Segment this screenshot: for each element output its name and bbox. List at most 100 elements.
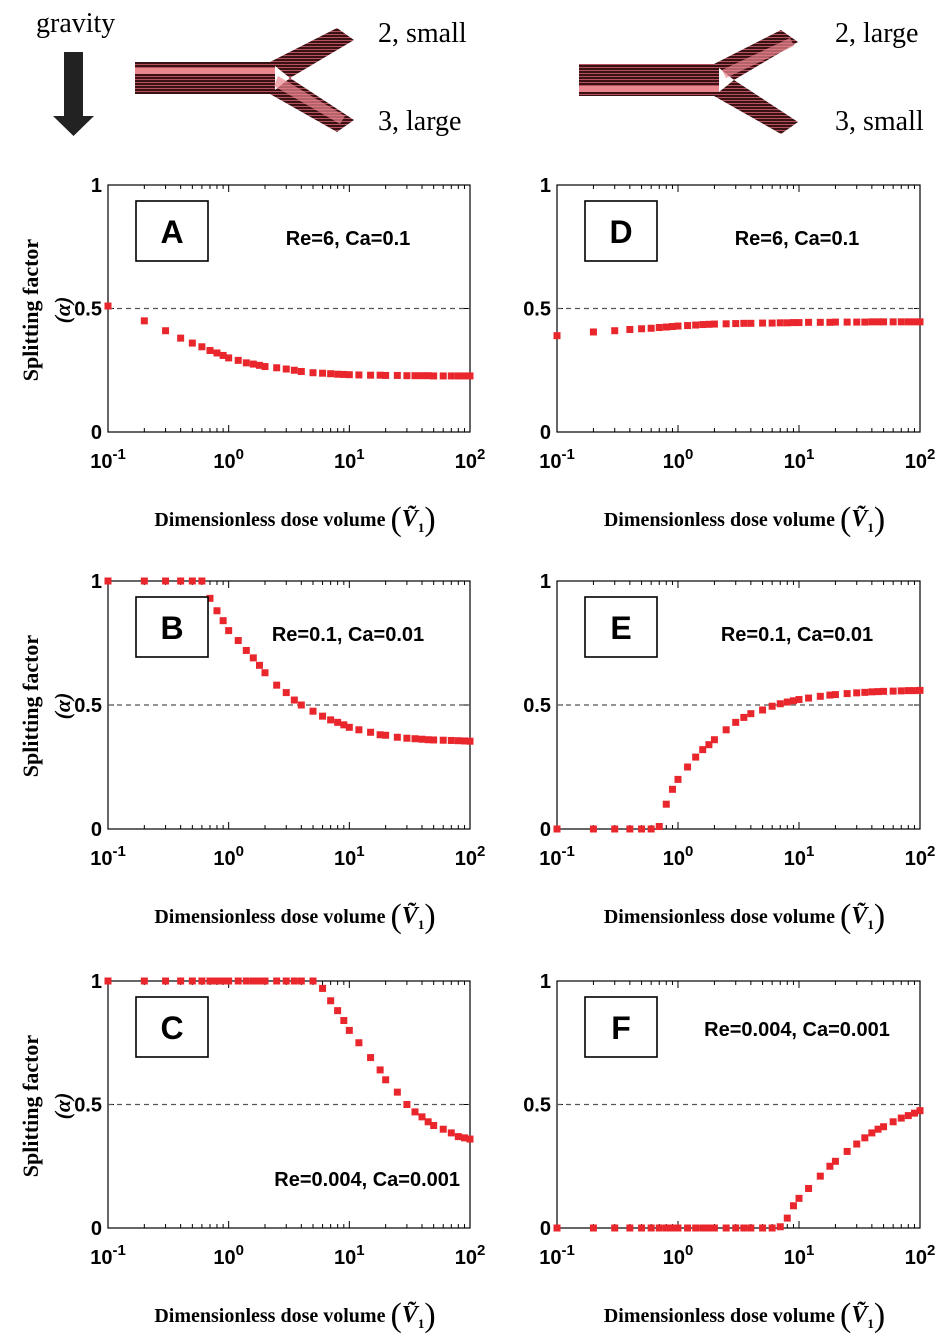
data-point — [355, 371, 363, 379]
ylabel-line2: (α) — [50, 693, 75, 720]
data-point — [674, 1224, 682, 1232]
y-tick-label: 0.5 — [523, 1095, 551, 1117]
data-point — [418, 372, 426, 380]
data-point — [831, 1157, 839, 1165]
data-point — [234, 977, 242, 985]
data-point — [460, 1134, 468, 1142]
data-point — [795, 1194, 803, 1202]
data-point — [104, 977, 112, 985]
data-point — [454, 1133, 462, 1141]
data-point — [297, 367, 305, 375]
data-point — [916, 686, 924, 694]
data-point — [647, 1224, 655, 1232]
data-point — [722, 726, 730, 734]
data-point — [874, 318, 882, 326]
data-point — [861, 688, 869, 696]
gravity-label: gravity — [36, 8, 115, 39]
data-point — [692, 321, 700, 329]
data-point — [705, 741, 713, 749]
data-point — [447, 736, 455, 744]
data-point — [382, 1076, 390, 1084]
x-tick-label: 10-1 — [539, 446, 575, 473]
y-tick-label: 1 — [540, 971, 551, 993]
annotation-text: Re=6, Ca=0.1 — [735, 228, 860, 250]
ylabel-line1: Splitting factor — [18, 1035, 43, 1178]
data-point — [684, 1224, 692, 1232]
data-point — [198, 977, 206, 985]
data-point — [759, 319, 767, 327]
data-point — [868, 688, 876, 696]
data-point — [638, 825, 646, 833]
annotation-text: Re=0.1, Ca=0.01 — [272, 624, 424, 646]
data-point — [249, 977, 257, 985]
data-point — [261, 977, 269, 985]
data-point — [382, 731, 390, 739]
y-tick-label: 0 — [91, 422, 102, 444]
data-point — [589, 825, 597, 833]
left-branch3-label: 3, large — [378, 106, 461, 137]
data-point — [759, 706, 767, 714]
data-point — [255, 361, 263, 369]
data-point — [843, 318, 851, 326]
data-point — [783, 319, 791, 327]
data-point — [740, 1224, 748, 1232]
data-point — [710, 736, 718, 744]
data-point — [430, 736, 438, 744]
data-point — [198, 343, 206, 351]
data-point — [843, 1147, 851, 1155]
data-point — [439, 1125, 447, 1133]
ylabel-row-3: Splitting factor (α) — [18, 1035, 75, 1178]
data-point — [880, 1123, 888, 1131]
right-branch2-label: 2, large — [835, 18, 918, 49]
data-point — [403, 372, 411, 380]
left-junction-diagram — [135, 28, 354, 132]
x-tick-label: 102 — [455, 1242, 486, 1269]
data-point — [662, 323, 670, 331]
data-point — [826, 691, 834, 699]
data-point — [826, 318, 834, 326]
data-point — [418, 1113, 426, 1121]
data-point — [768, 319, 776, 327]
data-point — [776, 319, 784, 327]
data-point — [454, 372, 462, 380]
data-point — [655, 823, 663, 831]
data-point — [861, 318, 869, 326]
data-point — [393, 1088, 401, 1096]
data-point — [897, 1114, 905, 1122]
x-tick-label: 100 — [213, 446, 244, 473]
data-point — [454, 737, 462, 745]
data-point — [393, 371, 401, 379]
data-point — [411, 372, 419, 380]
ylabel-row-2: Splitting factor (α) — [18, 635, 75, 778]
data-point — [466, 372, 474, 380]
data-point — [553, 1224, 561, 1232]
data-point — [219, 977, 227, 985]
data-point — [710, 1224, 718, 1232]
data-point — [290, 366, 298, 374]
data-point — [699, 1224, 707, 1232]
data-point — [242, 646, 250, 654]
data-point — [297, 701, 305, 709]
y-tick-label: 1 — [540, 571, 551, 593]
chart-panel-d: 0 0.5 1 10-1 100 101 102 D Re=6, Ca=0.1 Dimension… — [523, 175, 935, 538]
data-point — [319, 984, 327, 992]
data-point — [889, 318, 897, 326]
data-point — [213, 607, 221, 615]
y-tick-label: 0.5 — [74, 1095, 102, 1117]
data-point — [367, 728, 375, 736]
ylabel-row-1: Splitting factor (α) — [18, 239, 75, 382]
data-point — [140, 317, 148, 325]
y-tick-label: 0 — [540, 819, 551, 841]
data-point — [334, 718, 342, 726]
data-point — [460, 372, 468, 380]
data-point — [430, 1121, 438, 1129]
data-point — [874, 1125, 882, 1133]
data-point — [626, 325, 634, 333]
data-point — [740, 319, 748, 327]
data-point — [853, 689, 861, 697]
data-point — [424, 1118, 432, 1126]
y-tick-label: 0 — [91, 819, 102, 841]
x-tick-label: 10-1 — [90, 446, 126, 473]
data-point — [393, 733, 401, 741]
data-point — [411, 735, 419, 743]
